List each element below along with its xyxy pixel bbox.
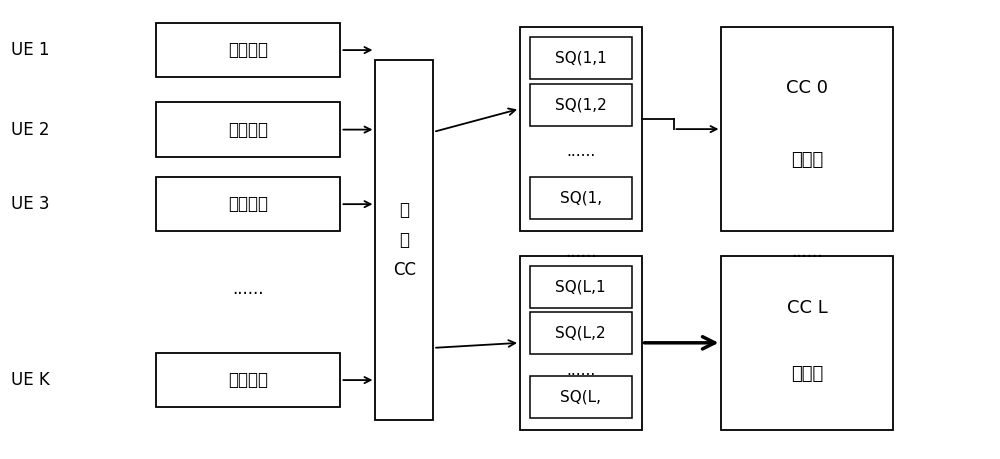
Bar xyxy=(530,266,632,308)
Text: 数据缓存: 数据缓存 xyxy=(228,195,268,213)
Text: 资源池: 资源池 xyxy=(791,151,823,168)
Text: ......: ...... xyxy=(232,280,264,297)
Bar xyxy=(530,84,632,126)
Bar xyxy=(520,27,642,231)
Text: UE 1: UE 1 xyxy=(11,41,50,59)
Text: 配: 配 xyxy=(399,201,409,219)
Bar xyxy=(156,353,340,408)
Text: 数据缓存: 数据缓存 xyxy=(228,41,268,59)
Bar xyxy=(375,60,433,420)
Text: CC: CC xyxy=(393,261,416,279)
Text: SQ(L,1: SQ(L,1 xyxy=(555,279,606,294)
Text: SQ(1,2: SQ(1,2 xyxy=(555,97,607,112)
Bar xyxy=(721,256,893,430)
Bar xyxy=(156,23,340,78)
Bar xyxy=(156,177,340,231)
Text: ......: ...... xyxy=(791,243,823,261)
Text: ......: ...... xyxy=(566,144,595,159)
Text: ......: ...... xyxy=(566,363,595,378)
Text: SQ(L,: SQ(L, xyxy=(560,390,601,404)
Bar xyxy=(156,102,340,157)
Text: 分: 分 xyxy=(399,231,409,249)
Bar xyxy=(530,177,632,219)
Text: 数据缓存: 数据缓存 xyxy=(228,121,268,139)
Bar xyxy=(530,37,632,79)
Bar xyxy=(721,27,893,231)
Text: 资源池: 资源池 xyxy=(791,365,823,383)
Bar xyxy=(530,376,632,418)
Text: UE K: UE K xyxy=(11,371,50,389)
Text: 数据缓存: 数据缓存 xyxy=(228,371,268,389)
Bar xyxy=(530,313,632,354)
Text: SQ(1,1: SQ(1,1 xyxy=(555,50,607,66)
Text: SQ(L,2: SQ(L,2 xyxy=(555,326,606,341)
Bar xyxy=(520,256,642,430)
Text: ......: ...... xyxy=(565,243,597,261)
Text: SQ(1,: SQ(1, xyxy=(560,190,602,206)
Text: CC 0: CC 0 xyxy=(786,79,828,97)
Text: UE 3: UE 3 xyxy=(11,195,50,213)
Text: UE 2: UE 2 xyxy=(11,121,50,139)
Text: CC L: CC L xyxy=(787,299,828,317)
